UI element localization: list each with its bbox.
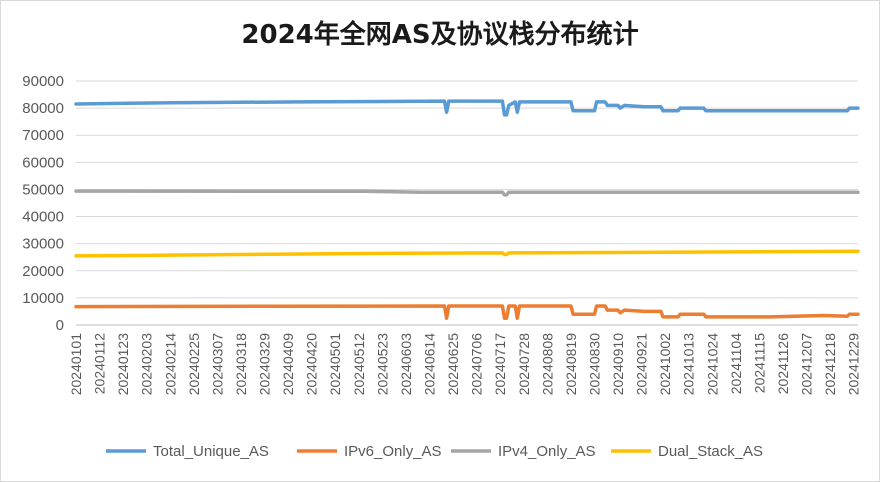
x-tick-label: 20240830	[586, 333, 602, 396]
x-tick-label: 20240603	[398, 333, 414, 396]
y-tick-label: 80000	[22, 100, 64, 117]
gridlines	[76, 80, 858, 299]
x-tick-label: 20240501	[327, 333, 343, 396]
x-tick-label: 20241002	[657, 333, 673, 396]
y-tick-label: 70000	[22, 127, 64, 144]
series-lines	[74, 99, 860, 320]
legend-label: IPv6_Only_AS	[344, 443, 442, 460]
x-tick-label: 20241104	[728, 333, 744, 394]
y-tick-label: 0	[56, 317, 64, 334]
x-tick-label: 20240420	[304, 333, 320, 396]
chart-title: 2024年全网AS及协议栈分布统计	[241, 20, 639, 50]
legend: Total_Unique_AS IPv6_Only_AS IPv4_Only_AS D…	[106, 443, 763, 460]
x-tick-label: 20240808	[539, 333, 555, 396]
x-tick-label: 20240706	[469, 333, 485, 396]
x-axis-ticks: 20240101 20240112 20240123 20240203 20240214…	[68, 333, 862, 396]
x-tick-label: 20240329	[257, 333, 273, 396]
x-tick-label: 20240512	[351, 333, 367, 396]
series-line-ipv4-only-as	[74, 189, 860, 197]
legend-item: Total_Unique_AS	[106, 443, 269, 460]
y-tick-label: 40000	[22, 209, 64, 226]
legend-label: Total_Unique_AS	[153, 443, 269, 460]
legend-item: IPv6_Only_AS	[297, 443, 442, 460]
x-tick-label: 20241024	[704, 333, 720, 396]
x-tick-label: 20241115	[751, 333, 767, 393]
x-tick-label: 20241229	[846, 333, 862, 396]
x-tick-label: 20240123	[115, 333, 131, 396]
series-line-dual-stack-as	[74, 249, 860, 258]
x-tick-label: 20240523	[374, 333, 390, 396]
x-tick-label: 20241126	[775, 333, 791, 394]
x-tick-label: 20241218	[822, 333, 838, 396]
y-tick-label: 10000	[22, 290, 64, 307]
legend-label: IPv4_Only_AS	[498, 443, 596, 460]
series-line-total-unique-as	[74, 99, 860, 117]
series-line-ipv6-only-as	[74, 304, 860, 320]
legend-item: IPv4_Only_AS	[451, 443, 596, 460]
y-tick-label: 20000	[22, 263, 64, 280]
x-tick-label: 20240225	[186, 333, 202, 396]
legend-item: Dual_Stack_AS	[611, 443, 763, 460]
y-tick-label: 60000	[22, 154, 64, 171]
x-tick-label: 20240112	[92, 333, 108, 394]
x-tick-label: 20240318	[233, 333, 249, 396]
x-tick-label: 20240307	[209, 333, 225, 396]
x-tick-label: 20240409	[280, 333, 296, 396]
x-tick-label: 20241013	[681, 333, 697, 396]
x-tick-label: 20240203	[139, 333, 155, 396]
x-tick-label: 20240910	[610, 333, 626, 396]
x-tick-label: 20240717	[492, 333, 508, 396]
x-tick-label: 20240614	[422, 333, 438, 396]
x-tick-label: 20240214	[162, 333, 178, 396]
y-tick-label: 90000	[22, 73, 64, 90]
x-tick-label: 20240625	[445, 333, 461, 396]
legend-label: Dual_Stack_AS	[658, 443, 763, 460]
y-axis-ticks: 0 10000 20000 30000 40000 50000 60000 70000 8000…	[22, 73, 64, 334]
x-tick-label: 20240101	[68, 333, 84, 396]
x-tick-label: 20241207	[799, 333, 815, 396]
y-tick-label: 50000	[22, 181, 64, 198]
x-tick-label: 20240921	[634, 333, 650, 396]
y-tick-label: 30000	[22, 236, 64, 253]
x-tick-label: 20240819	[563, 333, 579, 396]
x-tick-label: 20240728	[516, 333, 532, 396]
